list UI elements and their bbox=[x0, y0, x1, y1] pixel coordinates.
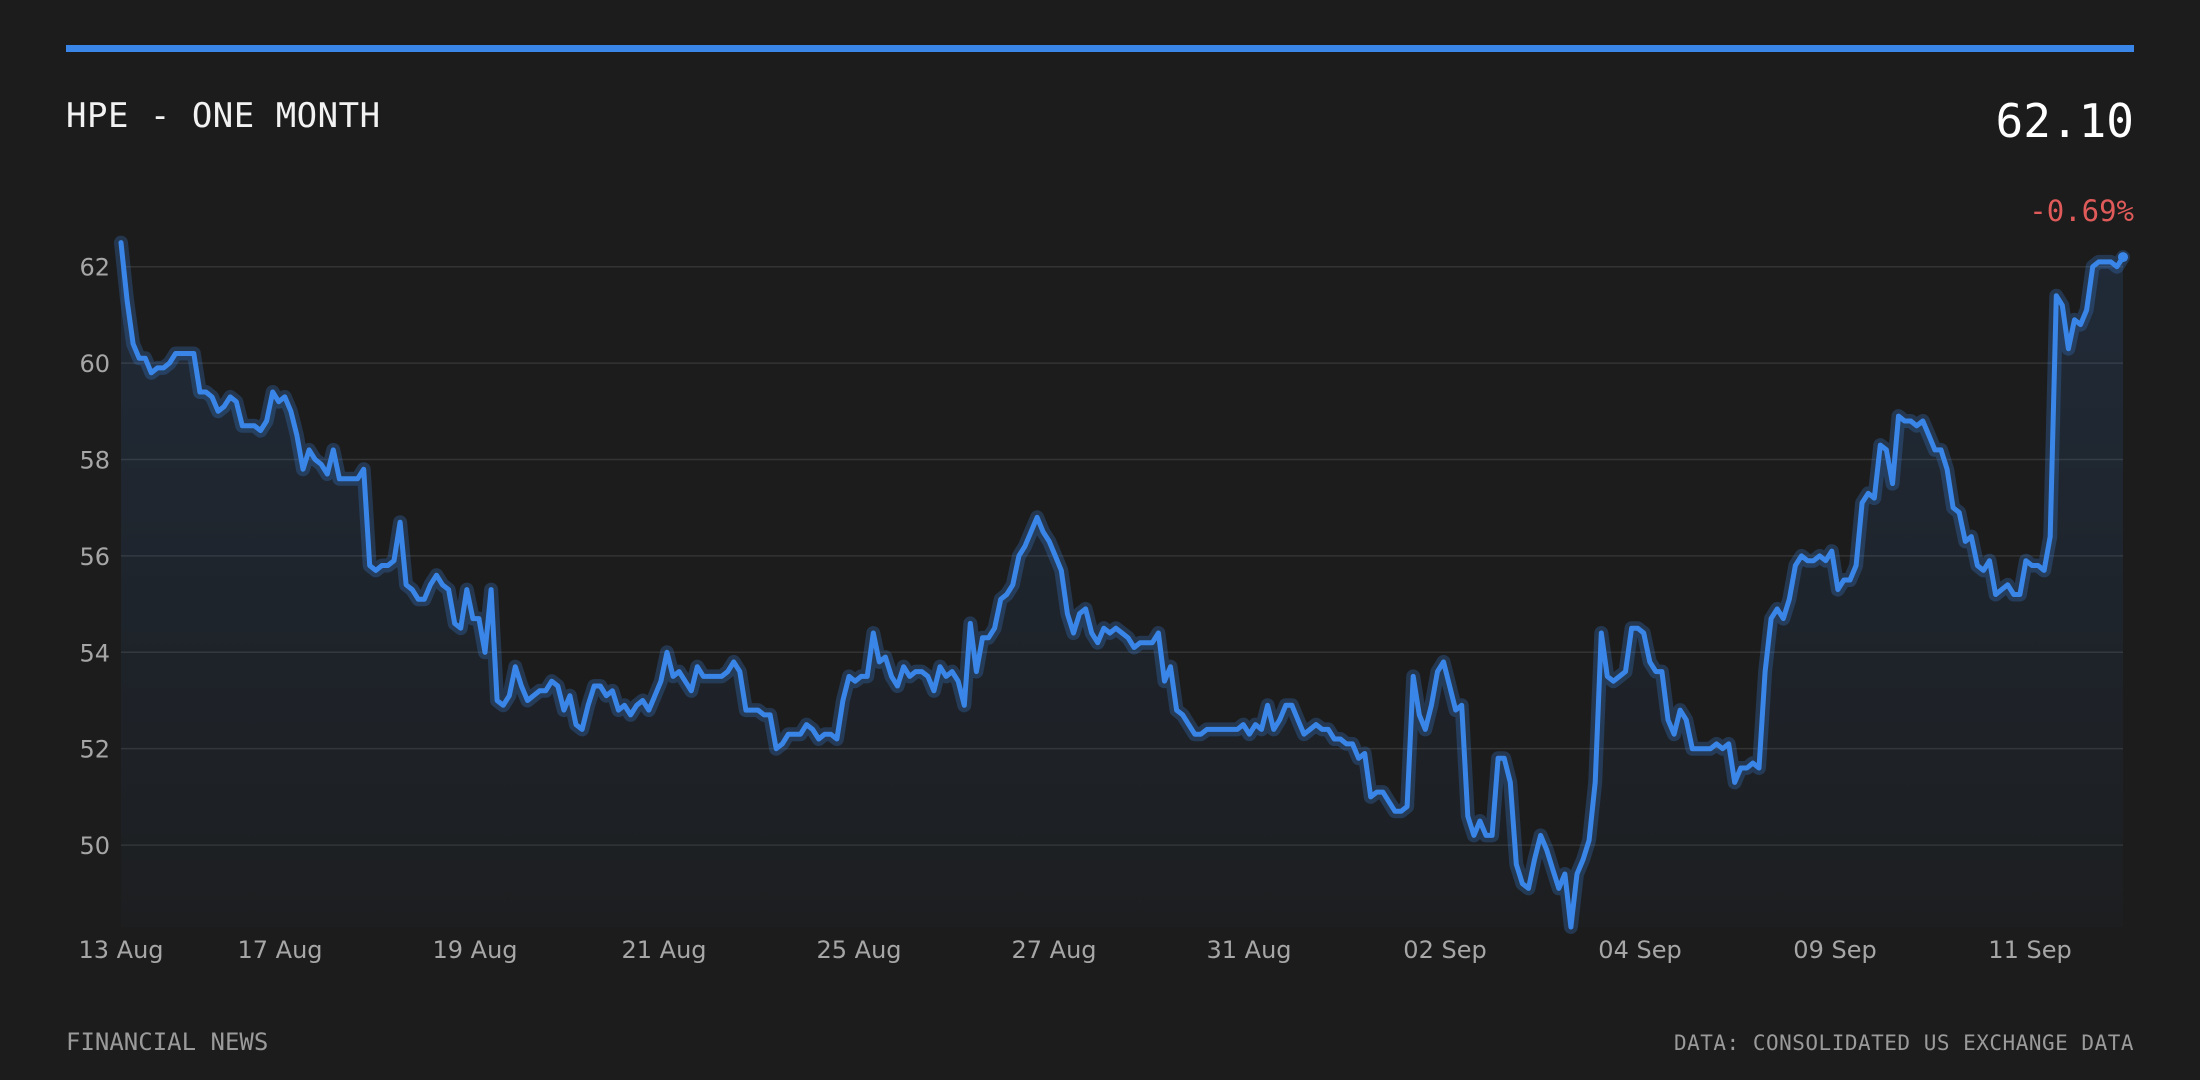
chart-title: HPE - ONE MONTH bbox=[66, 96, 381, 136]
x-tick-label: 19 Aug bbox=[432, 936, 517, 964]
data-source-note: DATA: CONSOLIDATED US EXCHANGE DATA bbox=[1673, 1031, 2134, 1055]
x-tick-label: 11 Sep bbox=[1988, 936, 2071, 964]
x-tick-label: 21 Aug bbox=[621, 936, 706, 964]
last-price-marker bbox=[2118, 252, 2128, 263]
percent-change: -0.69% bbox=[2029, 194, 2134, 228]
price-line bbox=[118, 240, 2126, 930]
y-tick-label: 58 bbox=[79, 447, 110, 475]
last-price: 62.10 bbox=[1995, 94, 2134, 148]
x-tick-label: 13 Aug bbox=[78, 936, 163, 964]
x-tick-label: 09 Sep bbox=[1793, 936, 1876, 964]
y-axis-ticks: 50 52 54 56 58 60 62 bbox=[79, 254, 110, 860]
y-tick-label: 60 bbox=[79, 350, 110, 378]
y-tick-label: 54 bbox=[79, 639, 110, 667]
x-tick-label: 02 Sep bbox=[1403, 936, 1486, 964]
x-axis-ticks: 13 Aug 17 Aug 19 Aug 21 Aug 25 Aug 27 Aug 31 A… bbox=[78, 936, 2071, 964]
source-label: FINANCIAL NEWS bbox=[66, 1028, 269, 1056]
y-tick-label: 62 bbox=[79, 254, 110, 282]
x-tick-label: 25 Aug bbox=[816, 936, 901, 964]
top-accent-rule bbox=[66, 45, 2134, 52]
x-tick-label: 27 Aug bbox=[1011, 936, 1096, 964]
y-tick-label: 56 bbox=[79, 543, 110, 571]
x-tick-label: 04 Sep bbox=[1598, 936, 1681, 964]
x-tick-label: 17 Aug bbox=[237, 936, 322, 964]
price-area bbox=[121, 242, 2123, 928]
x-tick-label: 31 Aug bbox=[1206, 936, 1291, 964]
price-chart: 50 52 54 56 58 60 62 13 Aug 17 Aug 19 Aug 21 Aug 2… bbox=[78, 235, 2130, 964]
y-tick-label: 52 bbox=[79, 736, 110, 764]
y-tick-label: 50 bbox=[79, 832, 110, 860]
